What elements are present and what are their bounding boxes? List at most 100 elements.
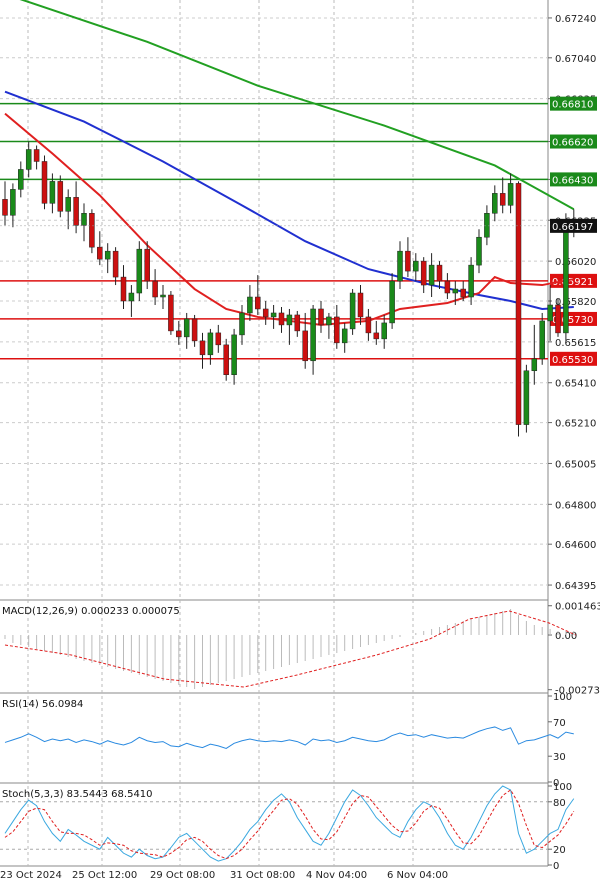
candle-body [270, 312, 277, 318]
resistance-level-1-badge [550, 134, 597, 149]
support-level-0-label: 0.65921 [552, 277, 593, 288]
time-tick-label: 4 Nov 04:00 [306, 870, 367, 881]
candle-body [357, 292, 364, 318]
candle-body [191, 318, 198, 342]
candle-body [484, 213, 490, 238]
current-price-badge [550, 218, 597, 233]
resistance-level-2-label: 0.66430 [552, 175, 593, 186]
candle-body [41, 161, 48, 204]
candle-body [49, 181, 56, 204]
support-level-1-badge [550, 311, 597, 326]
time-tick-label: 23 Oct 2024 [0, 870, 62, 881]
candle-body [104, 250, 111, 260]
candle-body [302, 330, 308, 362]
candle-body [555, 304, 561, 334]
candle-body [389, 280, 395, 324]
macd-tick-label: 0.00 [555, 631, 577, 642]
candle-body [152, 280, 158, 298]
candle-body [223, 344, 229, 376]
price-tick-label: 0.67240 [555, 14, 596, 25]
support-level-0-badge [550, 273, 597, 288]
candle-body [444, 280, 451, 294]
stoch-k-line [4, 785, 575, 862]
candle-body [492, 193, 498, 214]
support-level-2-label: 0.65530 [552, 355, 593, 366]
candle-body [2, 199, 8, 216]
price-tick-label: 0.65005 [555, 459, 596, 470]
candle-body [334, 316, 340, 344]
candle-body [231, 334, 237, 376]
resistance-level-1-label: 0.66620 [552, 138, 593, 149]
candle-body [144, 248, 150, 282]
candle-body [81, 213, 87, 226]
macd-signal-line [4, 610, 576, 688]
rsi-tick-label: 100 [553, 692, 572, 703]
candle-body [507, 183, 514, 206]
current-price-label: 0.66197 [552, 222, 593, 233]
macd-label: MACD(12,26,9) 0.000233 0.000075 [2, 606, 180, 617]
stoch-tick-label: 100 [553, 782, 572, 793]
macd-tick-label: 0.001463 [555, 602, 600, 613]
candle-body [120, 276, 127, 302]
price-tick-label: 0.65615 [555, 338, 596, 349]
rsi-line [4, 726, 574, 750]
candle-body [428, 264, 435, 286]
price-tick-label: 0.67040 [555, 54, 596, 65]
macd-tick-label: -0.002734 [555, 686, 600, 697]
rsi-tick-label: 70 [553, 718, 566, 729]
candle-body [365, 316, 372, 334]
candle-body [318, 308, 324, 326]
candle-body [286, 314, 293, 326]
support-level-2-badge [550, 351, 597, 366]
candle-body [531, 358, 538, 372]
candle-body [89, 213, 95, 248]
candle-body [112, 250, 119, 278]
moving-average-line-0 [19, 0, 575, 211]
stoch-d-line [4, 789, 575, 860]
rsi-tick-label: 30 [553, 752, 566, 763]
moving-average-line-1 [4, 90, 574, 310]
stoch-label: Stoch(5,3,3) 83.5443 68.5410 [2, 789, 153, 800]
time-tick-label: 25 Oct 12:00 [72, 870, 137, 881]
candle-body [460, 288, 466, 298]
candle-body [18, 169, 24, 190]
candle-body [136, 248, 143, 294]
candle-body [199, 340, 206, 356]
time-tick-label: 6 Nov 04:00 [387, 870, 448, 881]
candle-body [176, 330, 182, 338]
candle-body [420, 260, 427, 286]
candle-body [262, 308, 269, 318]
resistance-level-0-badge [550, 96, 597, 111]
candle-body [476, 236, 482, 266]
stoch-tick-label: 0 [553, 861, 559, 872]
candle-body [373, 332, 380, 340]
candle-body [160, 294, 166, 298]
candle-body [381, 322, 387, 340]
price-tick-label: 0.64800 [555, 500, 596, 511]
support-level-1-label: 0.65730 [552, 315, 593, 326]
candle-body [10, 189, 16, 216]
candle-body [405, 250, 411, 272]
candle-body [215, 332, 222, 346]
candle-body [539, 320, 545, 360]
candle-body [294, 314, 301, 332]
candle-body [452, 288, 459, 294]
candle-body [310, 308, 316, 362]
candle-body [547, 304, 553, 322]
resistance-level-2-badge [550, 172, 597, 187]
price-tick-label: 0.66020 [555, 257, 596, 268]
candle-body [255, 296, 261, 310]
candle-body [326, 316, 332, 326]
candle-body [65, 197, 71, 212]
candle-body [468, 264, 474, 298]
candle-body [239, 312, 245, 336]
rsi-label: RSI(14) 56.0984 [2, 699, 83, 710]
resistance-level-0-label: 0.66810 [552, 100, 593, 111]
candle-body [168, 294, 174, 332]
candle-body [413, 260, 419, 272]
time-tick-label: 31 Oct 08:00 [230, 870, 295, 881]
candle-body [183, 318, 190, 338]
price-tick-label: 0.65820 [555, 297, 596, 308]
candle-body [57, 181, 64, 212]
rsi-tick-label: 0 [553, 778, 559, 789]
